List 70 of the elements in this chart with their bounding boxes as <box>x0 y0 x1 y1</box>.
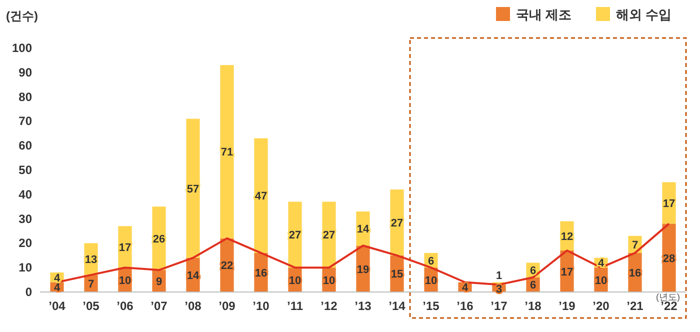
x-tick-label: ’17 <box>490 299 508 313</box>
data-label: 15 <box>390 268 404 281</box>
data-label: 17 <box>662 198 676 210</box>
y-tick-label: 60 <box>18 138 32 153</box>
y-tick-label: 30 <box>18 212 32 226</box>
x-tick-label: ’18 <box>524 299 542 313</box>
data-label: 1 <box>496 270 502 282</box>
y-tick-label: 20 <box>18 236 32 250</box>
data-label: 47 <box>254 190 268 203</box>
x-tick-label: ’07 <box>150 299 168 313</box>
x-tick-label: ’08 <box>184 299 202 313</box>
y-tick-label: 10 <box>18 260 32 275</box>
data-label: 7 <box>88 278 94 290</box>
y-tick-label: 80 <box>18 90 32 104</box>
data-label: 4 <box>54 272 61 284</box>
y-tick-label: 0 <box>25 285 32 299</box>
x-tick-label: ’11 <box>286 299 304 313</box>
data-label: 10 <box>288 274 302 287</box>
data-label: 9 <box>156 276 162 288</box>
data-label: 17 <box>560 266 574 278</box>
x-tick-label: ’12 <box>320 299 338 313</box>
data-label: 10 <box>322 274 336 287</box>
data-label: 7 <box>632 239 638 252</box>
data-label: 10 <box>118 274 132 287</box>
y-tick-label: 50 <box>18 163 32 177</box>
x-tick-label: ’06 <box>116 299 134 313</box>
bar <box>254 138 268 253</box>
bar <box>186 118 200 258</box>
x-tick-label: ’20 <box>592 299 610 313</box>
x-tick-label: ’21 <box>626 299 644 313</box>
x-tick-label: ’14 <box>388 299 406 313</box>
data-label: 16 <box>628 267 642 280</box>
x-tick-label: ’19 <box>558 299 576 313</box>
data-label: 4 <box>54 282 61 294</box>
x-tick-label: ’04 <box>48 299 66 313</box>
legend-label: 국내 제조 <box>516 7 572 22</box>
data-label: 22 <box>220 260 234 272</box>
y-tick-label: 70 <box>18 114 32 128</box>
data-label: 6 <box>428 255 434 268</box>
data-label: 71 <box>220 146 234 159</box>
data-label: 27 <box>322 230 336 242</box>
data-label: 13 <box>84 254 98 266</box>
x-tick-label: ’05 <box>82 299 100 313</box>
y-axis-title: (건수) <box>6 9 38 23</box>
legend-label: 해외 수입 <box>616 7 672 22</box>
x-tick-label: ’15 <box>422 299 440 313</box>
y-tick-label: 100 <box>12 41 32 55</box>
data-label: 10 <box>594 274 608 287</box>
data-label: 17 <box>118 242 132 254</box>
y-tick-label: 90 <box>18 65 32 80</box>
data-label: 16 <box>254 267 268 280</box>
data-label: 27 <box>390 217 404 230</box>
data-label: 4 <box>462 282 469 294</box>
x-tick-label: ’16 <box>456 299 474 313</box>
data-label: 26 <box>152 233 166 246</box>
data-label: 28 <box>662 252 676 265</box>
data-label: 10 <box>424 274 438 287</box>
x-tick-label: ’09 <box>218 299 236 313</box>
data-label: 14 <box>356 224 370 236</box>
x-tick-label: ’13 <box>354 299 372 313</box>
data-label: 27 <box>288 230 302 242</box>
data-label: 14 <box>186 270 200 282</box>
data-label: 19 <box>356 264 370 276</box>
y-tick-label: 40 <box>18 187 32 202</box>
data-label: 12 <box>560 230 574 243</box>
x-tick-label: ’10 <box>252 299 270 313</box>
data-label: 57 <box>186 183 200 196</box>
data-label: 6 <box>530 280 536 292</box>
data-label: 6 <box>530 265 536 278</box>
bar <box>220 65 234 238</box>
